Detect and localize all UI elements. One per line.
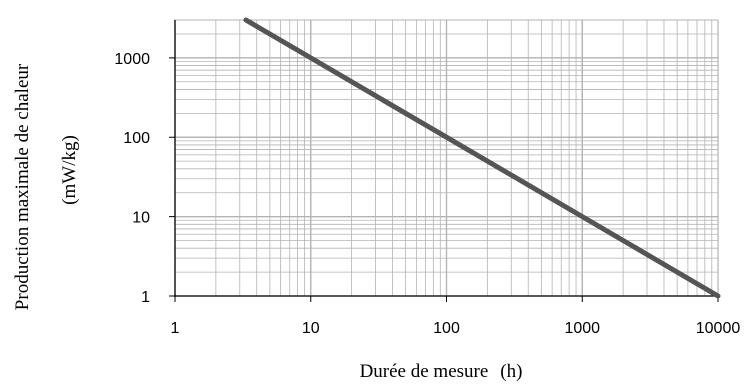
x-tick-label: 100 <box>433 320 460 337</box>
grid <box>174 19 719 297</box>
tick-labels: 1 10 100 1000 10000 1 10 100 1000 <box>114 51 740 337</box>
x-tick-label: 10000 <box>696 320 741 337</box>
y-tick-label: 1000 <box>114 51 150 68</box>
x-tick-label: 1000 <box>564 320 600 337</box>
x-axis-title: Durée de mesure (h) <box>360 361 523 382</box>
x-axis-unit: (h) <box>500 361 522 382</box>
y-axis-title-line1: Production maximale de chaleur <box>12 63 33 310</box>
axes <box>169 20 719 302</box>
x-tick-label: 10 <box>302 320 320 337</box>
x-axis-label: Durée de mesure <box>360 361 489 382</box>
series-line <box>243 17 721 299</box>
y-tick-label: 100 <box>123 130 150 147</box>
y-tick-label: 10 <box>132 210 150 227</box>
y-tick-label: 1 <box>141 289 150 306</box>
x-tick-label: 1 <box>171 320 180 337</box>
y-axis-title-line2: (mW/kg) <box>59 135 80 205</box>
series <box>243 17 721 299</box>
